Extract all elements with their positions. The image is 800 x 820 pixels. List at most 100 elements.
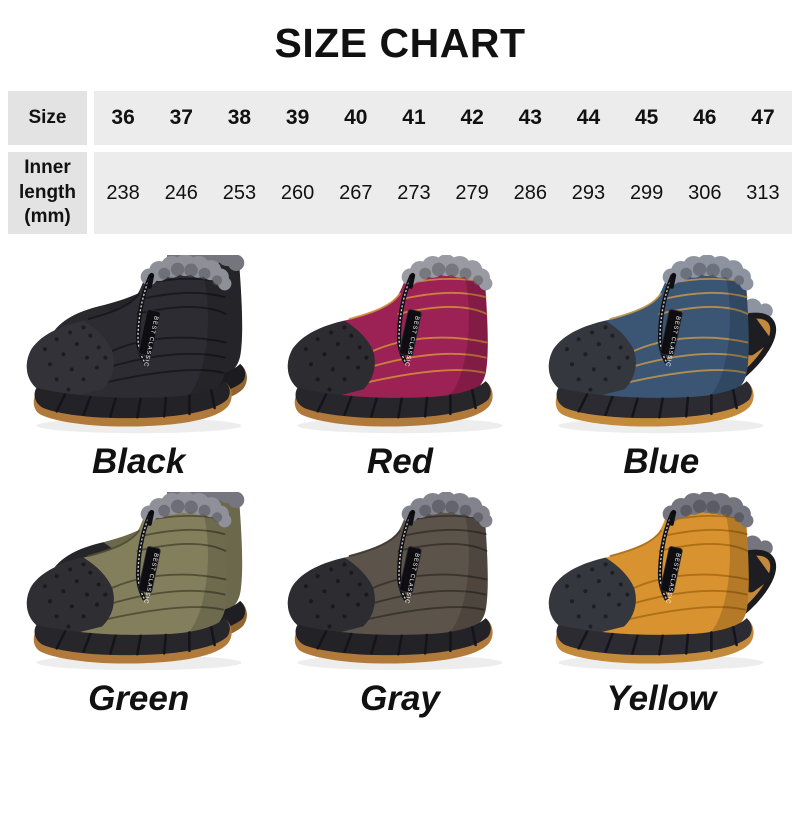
midsole [295, 618, 491, 656]
product-color-label: Gray [360, 679, 440, 718]
size-cell: 44 [576, 106, 601, 129]
zipper [658, 509, 677, 601]
size-cell: 36 [111, 106, 135, 129]
size-cell: 46 [693, 106, 717, 129]
size-cell: 40 [344, 106, 368, 129]
product-color-label: Yellow [606, 679, 717, 718]
boot-photo: BEST CLASSIC [549, 255, 777, 434]
boot: BEST CLASSIC [549, 255, 754, 427]
size-cell: 37 [169, 106, 193, 129]
inner-length-cell: 306 [688, 181, 722, 204]
fur-shadow [680, 262, 745, 286]
zipper [658, 272, 677, 364]
sole-lugs [316, 389, 477, 419]
zipper [135, 272, 154, 364]
size-row-header: Size [8, 91, 87, 145]
sole-lugs [55, 389, 216, 419]
midsole [556, 381, 753, 419]
product-red: BEST CLASSIC Red [274, 255, 526, 482]
inner-length-cell: 267 [339, 181, 373, 204]
product-green: BEST CLASSIC Green [13, 492, 265, 719]
sole-lugs [55, 626, 216, 656]
product-color-label: Green [88, 679, 190, 718]
size-cell: 42 [460, 106, 484, 129]
size-cell: 39 [285, 106, 310, 129]
inner-length-row-header: Inner length (mm) [8, 152, 87, 234]
inner-length-values-row: 238 246 253 260 267 273 279 286 293 299 306 313 [94, 152, 792, 234]
product-grid: BEST CLASSIC Black [0, 241, 800, 719]
inner-length-cell: 299 [629, 181, 664, 204]
inner-length-cell: 238 [106, 181, 140, 204]
toe-cap-texture [303, 325, 369, 392]
product-black: BEST CLASSIC Black [13, 255, 265, 482]
shaft-shading [447, 504, 488, 635]
toe-cap-texture [565, 562, 630, 629]
inner-length-cell: 293 [571, 181, 606, 204]
fur-shadow [680, 499, 745, 523]
inner-length-cell: 273 [397, 181, 431, 204]
boot-photo: BEST CLASSIC [287, 255, 503, 434]
boot: BEST CLASSIC [287, 492, 493, 664]
product-color-label: Blue [623, 442, 700, 481]
fur-shadow [157, 262, 222, 286]
sole-lugs [316, 626, 477, 656]
toe-cap-texture [565, 325, 630, 392]
toe-cap [287, 557, 375, 637]
product-blue: BEST CLASSIC Blue [535, 255, 787, 482]
boot-photo: BEST CLASSIC [26, 255, 247, 434]
product-gray: BEST CLASSIC Gray [274, 492, 526, 719]
fur-shadow [419, 499, 484, 523]
shaft-shading [708, 267, 750, 398]
inner-length-row: Inner length (mm) 238 246 253 260 267 273 279 2… [8, 152, 792, 234]
boot-photo: BEST CLASSIC [287, 492, 503, 671]
zipper [396, 509, 416, 601]
shaft-shading [708, 504, 750, 635]
boot: BEST CLASSIC [26, 255, 232, 427]
sole-lugs [577, 389, 739, 419]
boot-photo: BEST CLASSIC [549, 492, 777, 671]
size-values-row: 36 37 38 39 40 41 42 43 44 45 46 47 [94, 91, 792, 145]
toe-cap-texture [42, 562, 108, 629]
size-cell: 41 [402, 106, 426, 129]
toe-cap [549, 557, 637, 637]
shaft-shading [185, 504, 227, 635]
size-cell: 45 [634, 106, 659, 129]
size-cell: 38 [227, 106, 252, 129]
product-color-label: Red [366, 442, 434, 481]
toe-cap [26, 557, 114, 637]
midsole [295, 381, 491, 419]
toe-cap [287, 320, 375, 400]
inner-length-cell: 279 [455, 181, 489, 204]
size-table: Size 36 37 38 39 40 41 42 43 44 45 46 47 Inner leng… [8, 91, 792, 234]
toe-cap-texture [303, 562, 369, 629]
product-color-label: Black [91, 442, 186, 481]
zipper [135, 509, 154, 601]
shaft-shading [185, 267, 227, 398]
inner-length-cell: 313 [746, 181, 780, 204]
size-cell: 47 [751, 106, 775, 129]
toe-cap-texture [42, 325, 108, 392]
inner-length-cell: 253 [222, 181, 257, 204]
midsole [34, 618, 230, 656]
midsole [556, 618, 753, 656]
size-row: Size 36 37 38 39 40 41 42 43 44 45 46 47 [8, 91, 792, 145]
size-cell: 43 [518, 106, 542, 129]
sole-lugs [577, 626, 739, 656]
midsole [34, 381, 230, 419]
inner-length-cell: 246 [164, 181, 198, 204]
inner-length-cell: 260 [280, 181, 315, 204]
size-chart-page: SIZE CHART Size 36 37 38 39 40 41 42 43 44 45 46 47… [0, 20, 800, 719]
quilted-stitching [348, 278, 488, 386]
fur-shadow [419, 262, 484, 286]
zipper [396, 272, 416, 364]
boot: BEST CLASSIC [26, 492, 232, 664]
toe-cap [26, 320, 114, 400]
toe-cap [549, 320, 637, 400]
boot: BEST CLASSIC [287, 255, 493, 427]
shaft-shading [447, 267, 488, 398]
fur-shadow [157, 499, 222, 523]
inner-length-cell: 286 [513, 181, 547, 204]
page-title: SIZE CHART [274, 20, 526, 66]
boot: BEST CLASSIC [549, 492, 754, 664]
boot-photo: BEST CLASSIC [26, 492, 247, 671]
